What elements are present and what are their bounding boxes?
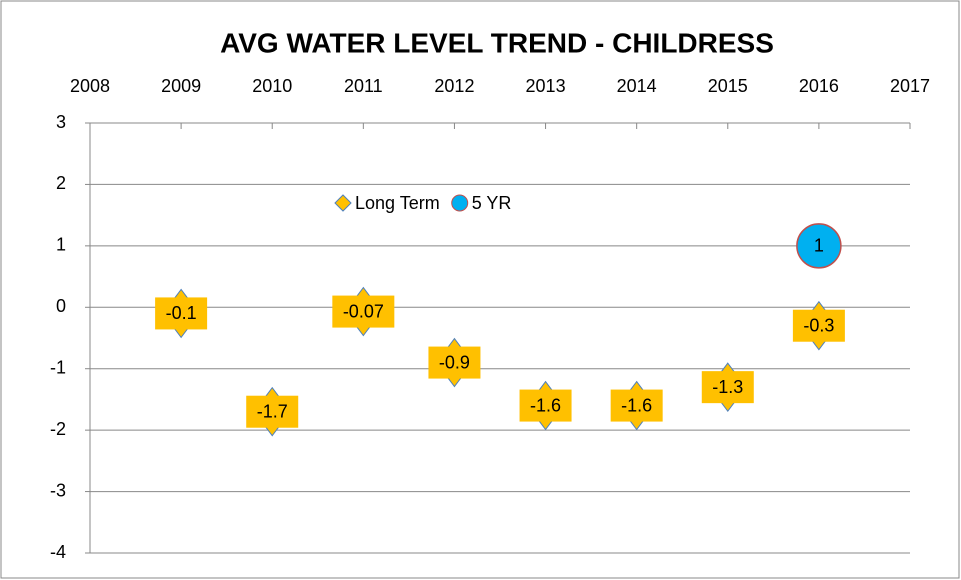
data-label: -1.6 (530, 395, 561, 415)
x-tick-label: 2016 (799, 76, 839, 96)
x-tick-label: 2015 (708, 76, 748, 96)
data-label: -0.3 (803, 315, 834, 335)
circle-marker (796, 223, 842, 269)
data-label-box (519, 389, 572, 422)
data-label: -0.1 (166, 303, 197, 323)
x-tick-label: 2008 (70, 76, 110, 96)
data-label: 1 (814, 236, 824, 256)
legend-marker (451, 194, 469, 212)
y-tick-label: 0 (56, 296, 66, 316)
x-tick-label: 2011 (344, 76, 383, 96)
y-tick-label: -2 (50, 419, 66, 439)
chart-title: AVG WATER LEVEL TREND - CHILDRESS (220, 27, 774, 58)
data-label-box (792, 309, 845, 342)
y-tick-label: -4 (50, 542, 66, 562)
data-label-box (332, 295, 395, 328)
data-label-box (428, 346, 481, 379)
data-label: -1.7 (257, 401, 288, 421)
x-tick-label: 2010 (252, 76, 292, 96)
data-label-box (246, 395, 299, 428)
data-label: -0.9 (439, 352, 470, 372)
legend-label: 5 YR (472, 193, 512, 213)
x-tick-label: 2013 (526, 76, 566, 96)
y-tick-label: 2 (56, 173, 66, 193)
data-label: -1.3 (712, 377, 743, 397)
y-tick-label: -1 (50, 357, 66, 377)
data-label-box (155, 297, 208, 330)
data-label: -0.07 (343, 301, 384, 321)
data-label: -1.6 (621, 395, 652, 415)
data-label-box (610, 389, 663, 422)
x-tick-label: 2012 (434, 76, 474, 96)
y-tick-label: 3 (56, 112, 66, 132)
x-tick-label: 2014 (617, 76, 657, 96)
legend-marker (334, 194, 352, 212)
y-tick-label: -3 (50, 480, 66, 500)
legend-label: Long Term (355, 193, 440, 213)
data-label-box (701, 371, 754, 404)
y-tick-label: 1 (56, 235, 66, 255)
x-tick-label: 2009 (161, 76, 201, 96)
x-tick-label: 2017 (890, 76, 930, 96)
